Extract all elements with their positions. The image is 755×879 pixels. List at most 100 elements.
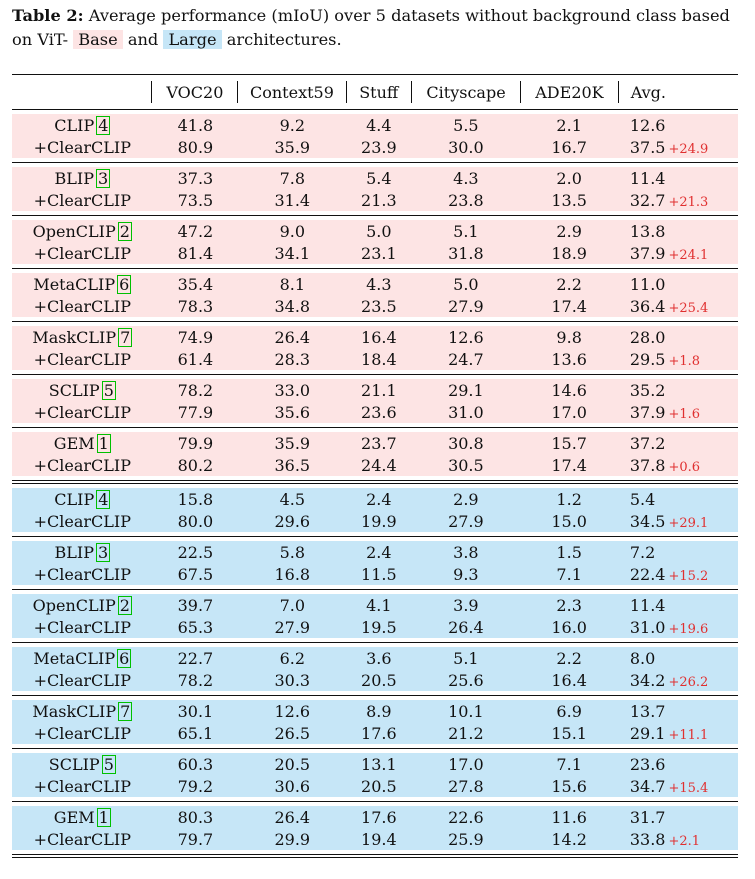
score-cell: 20.5 [361,776,397,796]
citation-link[interactable]: 7 [118,701,133,721]
score-cell: 36.5 [274,455,311,475]
score-cell: 25.9 [448,829,484,849]
score-cell: 19.9 [361,511,397,531]
score-cell: 10.1 [448,701,484,721]
method-name-cell: BLIP 3 [12,542,153,562]
score-cell: 17.4 [551,455,587,475]
score-cell: 8.0 [629,648,656,668]
score-cell: 31.8 [448,243,484,263]
score-cell: 24.4 [361,455,397,475]
citation-link[interactable]: 5 [101,380,116,400]
citation-link[interactable]: 1 [96,433,111,453]
method-name-cell: MaskCLIP 7 [12,327,153,347]
citation-link[interactable]: 5 [101,754,116,774]
clearclip-label: +ClearCLIP [33,829,131,849]
citation-link[interactable]: 6 [117,274,132,294]
section-double-rule [12,480,738,484]
method-name-cell: GEM 1 [12,807,153,827]
score-cell: 23.6 [361,402,397,422]
group-rule [12,374,738,375]
score-cell: 9.8 [556,327,582,347]
score-cell: 23.1 [361,243,397,263]
method-name: OpenCLIP [32,595,116,615]
header-cell-stuff: Stuff [359,82,399,102]
score-cell: 65.1 [177,723,214,743]
score-cell: 80.0 [177,511,214,531]
table-row-baseline: MaskCLIP 7 74.9 26.4 16.4 12.6 9.8 28.0 [12,326,738,348]
score-cell: 9.2 [279,115,306,135]
score-cell: 14.6 [551,380,587,400]
score-cell: 37.5 +24.9 [618,138,738,157]
delta-gain: +26.2 [668,674,709,690]
citation-link[interactable]: 1 [96,807,111,827]
score-cell: 15.1 [551,723,587,743]
citation-link[interactable]: 2 [117,595,132,615]
score-cell: 5.5 [453,115,479,135]
score-cell: 24.7 [448,349,484,369]
avg-score: 34.5 [629,511,666,531]
large-section: CLIP 4 15.8 4.5 2.4 2.9 1.2 5.4 +ClearCLIP 80.0 29… [12,488,738,850]
score-cell: 16.8 [274,564,311,584]
top-rule [12,74,738,75]
score-cell: 5.0 [453,274,479,294]
table-row-clearclip: +ClearCLIP 77.9 35.6 23.6 31.0 17.0 37.9 +1.6 [12,401,738,423]
table-row-clearclip: +ClearCLIP 73.5 31.4 21.3 23.8 13.5 32.7 +21.3 [12,189,738,211]
citation-link[interactable]: 4 [96,489,111,509]
score-cell: 16.0 [551,617,587,637]
score-cell: 11.4 [629,168,666,188]
table-row-clearclip: +ClearCLIP 61.4 28.3 18.4 24.7 13.6 29.5 +1.8 [12,348,738,370]
score-cell: 17.0 [551,402,587,422]
score-cell: 37.2 [629,433,666,453]
method-group: GEM 1 79.9 35.9 23.7 30.8 15.7 37.2 +ClearCLIP 80… [12,432,738,476]
method-group: SCLIP 5 60.3 20.5 13.1 17.0 7.1 23.6 +ClearCLIP 7… [12,753,738,797]
citation-link[interactable]: 2 [117,221,132,241]
method-group: MetaCLIP 6 22.7 6.2 3.6 5.1 2.2 8.0 +ClearCLIP 78… [12,647,738,691]
score-cell: 11.5 [361,564,397,584]
score-cell: 4.1 [366,595,392,615]
score-cell: 37.8 +0.6 [618,456,738,475]
table-row-baseline: MetaCLIP 6 22.7 6.2 3.6 5.1 2.2 8.0 [12,647,738,669]
score-cell: 19.5 [361,617,397,637]
score-cell: 17.0 [448,754,484,774]
group-rule [12,215,738,216]
score-cell: 21.1 [361,380,397,400]
score-cell: 4.3 [453,168,479,188]
delta-gain: +0.6 [668,459,701,475]
table-row-clearclip: +ClearCLIP 78.3 34.8 23.5 27.9 17.4 36.4 +25.4 [12,295,738,317]
table-row-baseline: BLIP 3 37.3 7.8 5.4 4.3 2.0 11.4 [12,167,738,189]
score-cell: 12.6 [448,327,484,347]
header-cell-avg: Avg. [630,82,666,102]
score-cell: 77.9 [177,402,214,422]
header-divider [410,81,412,103]
group-rule [12,162,738,163]
clearclip-label: +ClearCLIP [33,190,131,210]
score-cell: 35.2 [629,380,666,400]
citation-link[interactable]: 3 [95,542,111,562]
citation-link[interactable]: 6 [117,648,132,668]
score-cell: 27.8 [448,776,484,796]
method-group: OpenCLIP 2 39.7 7.0 4.1 3.9 2.3 11.4 +ClearCLIP 6… [12,594,738,638]
score-cell: 80.2 [177,455,214,475]
table-row-baseline: CLIP 4 41.8 9.2 4.4 5.5 2.1 12.6 [12,114,738,136]
score-cell: 37.9 +1.6 [618,403,738,422]
score-cell: 81.4 [177,243,214,263]
delta-gain: +25.4 [668,300,709,316]
score-cell: 5.0 [366,221,392,241]
header-cell-ade20k: ADE20K [535,82,604,102]
group-rule [12,589,738,590]
citation-link[interactable]: 4 [96,115,111,135]
score-cell: 22.4 +15.2 [618,565,738,584]
citation-link[interactable]: 3 [95,168,111,188]
score-cell: 22.7 [177,648,214,668]
score-cell: 2.0 [556,168,582,188]
citation-link[interactable]: 7 [118,327,133,347]
score-cell: 60.3 [177,754,214,774]
method-group: BLIP 3 22.5 5.8 2.4 3.8 1.5 7.2 +ClearCLIP 67.5 16… [12,541,738,585]
score-cell: 29.9 [274,829,311,849]
score-cell: 29.5 +1.8 [618,350,738,369]
avg-score: 34.2 [629,670,666,690]
method-name: GEM [53,433,95,453]
method-group: SCLIP 5 78.2 33.0 21.1 29.1 14.6 35.2 +ClearCLIP… [12,379,738,423]
score-cell: 34.8 [274,296,311,316]
score-cell: 73.5 [177,190,214,210]
